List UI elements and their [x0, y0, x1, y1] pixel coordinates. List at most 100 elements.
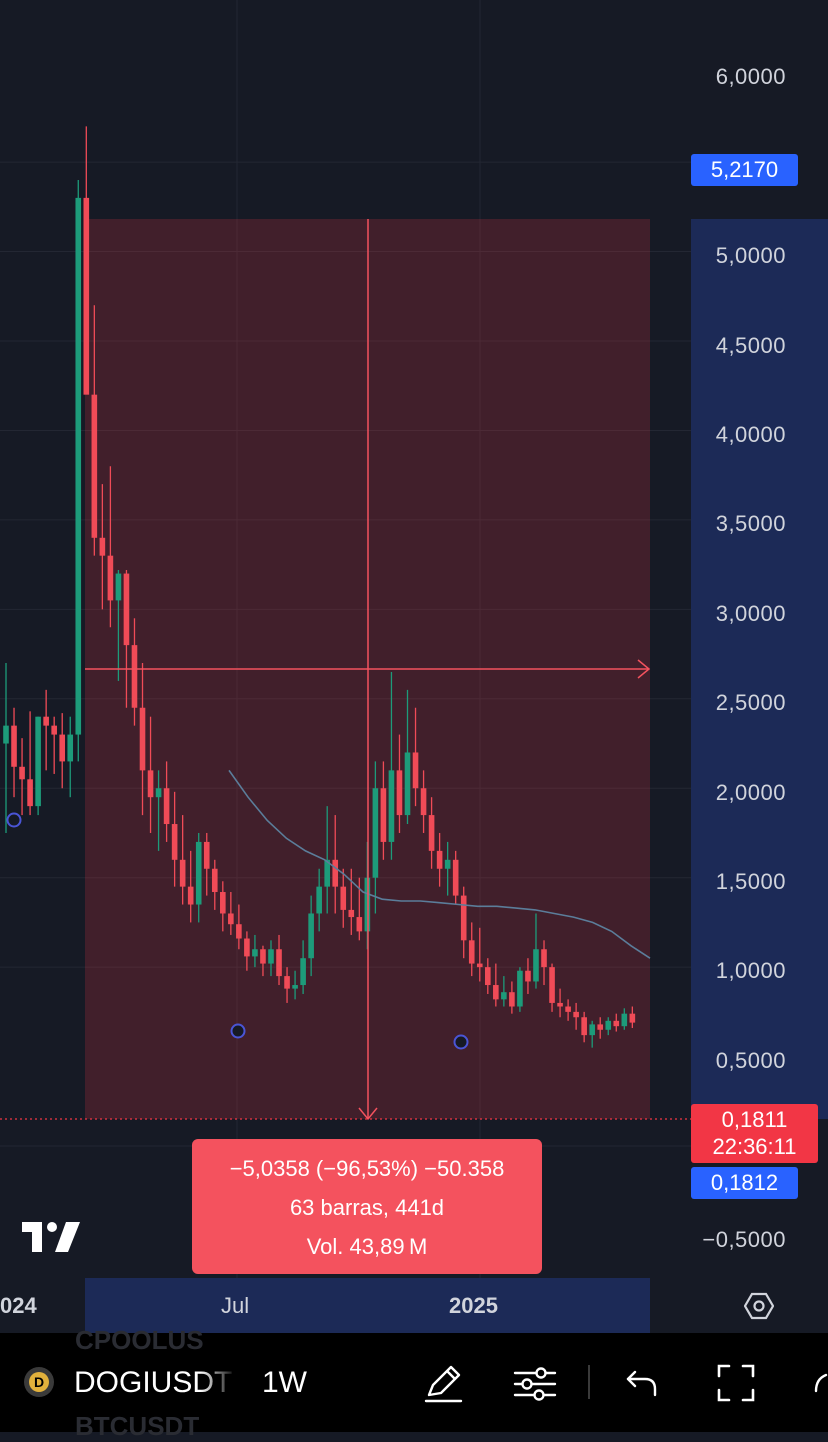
candle-body [565, 1006, 571, 1012]
candle-body [597, 1024, 604, 1030]
tooltip-price-change: −5,0358 (−96,53%) −50.358 [229, 1156, 505, 1181]
symbol-fade [200, 1363, 236, 1403]
candle-body [155, 788, 162, 798]
candle-body [19, 766, 25, 780]
candle-body [452, 859, 459, 896]
candle-body [348, 909, 355, 918]
more-options-icon[interactable] [812, 1373, 828, 1403]
y-tick-label: 4,0000 [715, 422, 786, 447]
measure-arrow-right [637, 659, 651, 679]
candle-body [179, 859, 186, 887]
candle-body [75, 197, 82, 735]
candle-body [493, 985, 499, 1000]
candlestick-series [3, 126, 636, 1048]
candle-body [203, 841, 210, 869]
interval-selector[interactable]: 1W [262, 1366, 307, 1399]
bottom-toolbar: CPOOLUS BTCUSDT D DOGIUSDT 1W [0, 1325, 828, 1441]
candle-body [131, 645, 138, 708]
candle-body [412, 752, 419, 789]
symbol-list-item-above[interactable]: CPOOLUS [75, 1325, 204, 1355]
candle-body [316, 886, 322, 914]
candle-body [404, 752, 411, 816]
candle-body [43, 716, 49, 726]
last-price-tag: 0,1811 22:36:11 [691, 1104, 818, 1163]
candle-body [107, 555, 114, 601]
symbol-list-item-below[interactable]: BTCUSDT [75, 1411, 200, 1441]
candle-body [187, 886, 194, 905]
y-tick-label: 1,0000 [715, 958, 786, 983]
candle-body [541, 949, 547, 968]
candle-body [573, 1011, 579, 1018]
candle-body [308, 913, 314, 959]
candle-body [163, 788, 170, 825]
fullscreen-icon[interactable] [716, 1363, 756, 1403]
candle-body [244, 938, 250, 957]
undo-icon[interactable] [625, 1369, 659, 1397]
candle-body [525, 970, 531, 982]
candle-body [509, 992, 515, 1007]
candle-body [276, 949, 282, 977]
candle-body [533, 949, 539, 982]
candle-body [557, 1002, 563, 1007]
y-tick-label: 0,5000 [715, 1048, 786, 1073]
tooltip-volume: Vol. 43,89 M [306, 1234, 428, 1259]
candle-body [581, 1017, 587, 1036]
event-markers [6, 812, 469, 1050]
candle-body [3, 725, 9, 744]
candle-body [549, 967, 555, 1003]
candle-body [236, 924, 242, 939]
candle-body [372, 788, 379, 878]
candle-body [356, 917, 363, 932]
chart-settings-icon[interactable] [744, 1291, 774, 1321]
candle-body [268, 949, 274, 964]
candle-body [139, 707, 146, 771]
candle-body [605, 1020, 612, 1030]
price-chart[interactable] [0, 0, 828, 1330]
candle-body [621, 1013, 628, 1027]
bar-countdown: 22:36:11 [712, 1134, 797, 1159]
last-price-value: 0,1811 [721, 1107, 788, 1132]
y-tick-label: 4,5000 [715, 333, 786, 358]
candle-body [340, 886, 347, 910]
time-axis-highlight [85, 1278, 650, 1333]
candle-body [396, 770, 403, 816]
measure-top-price-tag: 5,2170 [691, 154, 798, 186]
candle-body [260, 949, 266, 964]
indicators-settings-icon[interactable] [513, 1365, 557, 1403]
candle-body [211, 868, 218, 893]
candle-body [35, 716, 41, 807]
moving-average-line [228, 769, 651, 959]
candle-body [332, 859, 339, 887]
candle-body [485, 967, 491, 986]
candle-body [428, 815, 435, 851]
measure-arrow-down [358, 1107, 378, 1121]
candle-body [123, 573, 130, 646]
y-tick-label: 1,5000 [715, 869, 786, 894]
candle-body [436, 850, 443, 869]
candle-body [91, 394, 98, 538]
coin-icon-inner: D [29, 1372, 49, 1392]
tooltip-bars-days: 63 barras, 441d [289, 1195, 445, 1220]
y-tick-label: −0,5000 [702, 1227, 786, 1252]
candle-body [284, 976, 290, 989]
candle-body [613, 1020, 620, 1027]
toolbar-divider [588, 1365, 590, 1399]
y-tick-label: 6,0000 [715, 64, 786, 89]
candle-body [228, 913, 234, 925]
candle-body [83, 197, 90, 395]
candle-body [476, 963, 483, 968]
x-tick-label: Jul [221, 1293, 250, 1318]
drawing-tools-icon[interactable] [423, 1361, 465, 1403]
candle-body [444, 859, 451, 869]
candle-body [252, 949, 258, 957]
event-marker [453, 1034, 469, 1050]
measure-tooltip: −5,0358 (−96,53%) −50.358 63 barras, 441… [192, 1139, 542, 1274]
coin-icon: D [24, 1367, 54, 1397]
candle-body [51, 725, 57, 735]
event-marker [230, 1023, 246, 1039]
candle-body [67, 734, 74, 762]
y-tick-label: 2,5000 [715, 690, 786, 715]
y-tick-label: 3,5000 [715, 511, 786, 536]
tradingview-logo[interactable] [22, 1221, 82, 1253]
y-tick-label: 2,0000 [715, 780, 786, 805]
